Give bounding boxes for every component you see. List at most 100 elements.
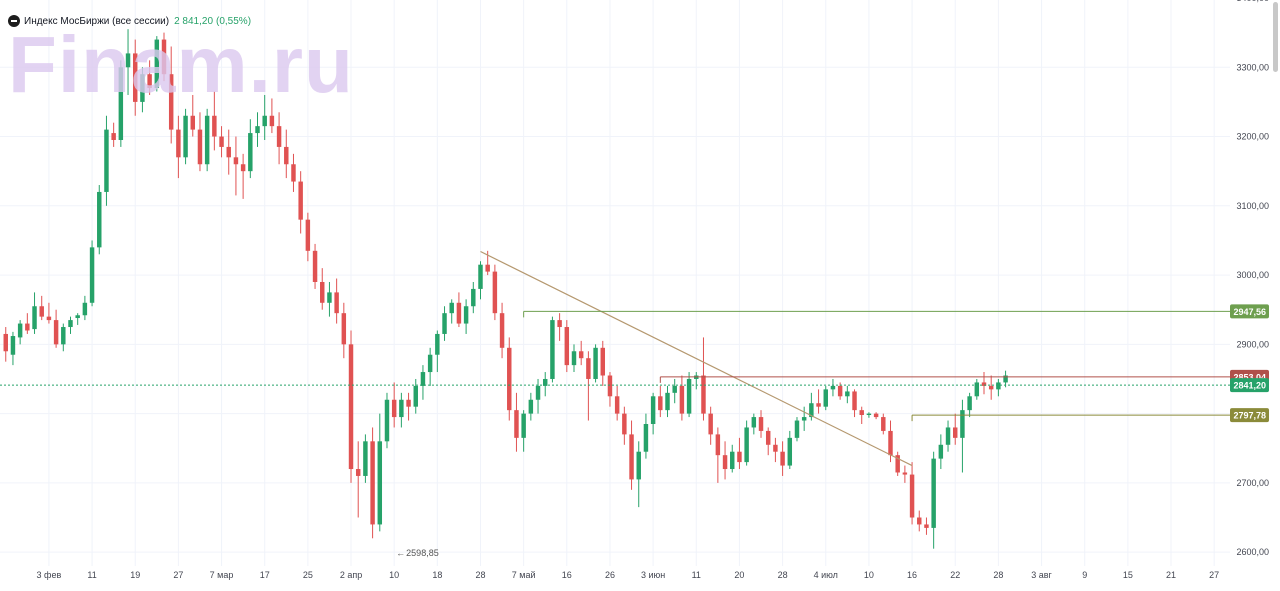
candle <box>456 292 462 328</box>
candle <box>97 185 102 255</box>
candle-body <box>996 382 1001 390</box>
candle-body <box>204 115 210 165</box>
candle <box>176 115 181 179</box>
candle <box>557 313 562 341</box>
candle <box>154 36 160 92</box>
candle <box>578 340 584 366</box>
candle-body <box>391 399 397 418</box>
candle-body <box>952 427 958 438</box>
candle <box>17 320 23 345</box>
candle <box>32 292 37 334</box>
time-axis[interactable]: 3 фев 11 19 27 7 мар 17 25 2 апр 10 18 28 7 май 16 26… <box>0 566 1230 586</box>
candle-body <box>161 39 167 75</box>
candle-body <box>564 327 570 366</box>
candle-body <box>751 417 757 428</box>
candle-body <box>39 306 44 317</box>
candle <box>686 372 692 418</box>
candle <box>269 98 275 134</box>
candle-body <box>111 133 116 140</box>
price-level-badge <box>1230 378 1269 393</box>
candle-body <box>521 413 526 438</box>
candle-body <box>895 455 900 473</box>
candle <box>715 427 721 483</box>
candle-body <box>291 164 296 182</box>
time-tick-label: 15 <box>1123 570 1133 580</box>
candle-body <box>478 264 483 289</box>
time-tick-label: 25 <box>303 570 313 580</box>
candle <box>305 212 311 262</box>
candle-body <box>622 413 627 435</box>
candle <box>694 372 699 390</box>
candle-body <box>571 351 577 366</box>
candle-body <box>61 327 66 345</box>
candle <box>492 264 498 321</box>
candle-body <box>384 399 390 442</box>
time-tick-label: 4 июл <box>814 570 838 580</box>
legend: Индекс МосБиржи (все сессии) 2 841,20 (0… <box>8 13 251 29</box>
candle-body <box>643 424 649 452</box>
candle <box>881 413 886 435</box>
candle-body <box>924 524 929 528</box>
candle-body <box>614 396 620 414</box>
candle-body <box>528 399 534 414</box>
time-tick-label: 3 авг <box>1031 570 1052 580</box>
candle <box>39 295 44 321</box>
candle-body <box>442 313 447 334</box>
time-tick-label: 11 <box>87 570 96 580</box>
candle <box>463 299 469 334</box>
candle <box>917 510 922 532</box>
candle-body <box>269 115 275 127</box>
candle-body <box>708 413 713 435</box>
candle-body <box>499 313 505 348</box>
candle <box>600 340 606 386</box>
candle <box>61 323 66 352</box>
time-tick-label: 3 фев <box>37 570 62 580</box>
candle <box>550 316 555 383</box>
candle-body <box>801 417 807 421</box>
candle <box>650 392 656 435</box>
price-axis[interactable]: 2600,002700,002800,002900,003000,003100,… <box>1230 0 1280 566</box>
candle <box>535 378 541 414</box>
candle <box>399 392 404 428</box>
candle-body <box>542 378 548 386</box>
candle <box>276 112 282 165</box>
candle <box>967 392 972 418</box>
candle <box>449 299 454 324</box>
instrument-name[interactable]: Индекс МосБиржи (все сессии) <box>24 15 170 27</box>
candle-body <box>348 344 354 470</box>
candle-body <box>456 302 462 324</box>
candle <box>334 278 339 324</box>
chart-area[interactable]: ← 2598,85 <box>0 0 1230 566</box>
candle-body <box>147 74 152 89</box>
scrollbar[interactable] <box>1273 2 1278 72</box>
candle <box>902 465 908 483</box>
candle-body <box>248 133 253 172</box>
time-tick-label: 7 мар <box>210 570 234 580</box>
candle-body <box>212 115 217 137</box>
candle <box>219 126 224 158</box>
candle <box>722 441 728 480</box>
candle <box>521 410 526 452</box>
candle-body <box>859 410 864 415</box>
candle <box>348 330 354 483</box>
candlestick-chart[interactable]: ← 2598,85 <box>0 0 1230 566</box>
candle <box>420 365 426 400</box>
candle <box>830 378 836 397</box>
candle <box>3 327 8 362</box>
candle-body <box>276 126 282 147</box>
candle-body <box>197 129 203 165</box>
candle <box>478 261 483 300</box>
candle <box>499 302 505 359</box>
candle-body <box>82 302 88 316</box>
candle <box>132 39 138 116</box>
candle <box>571 344 577 373</box>
candle-body <box>665 392 670 411</box>
candle-body <box>255 126 260 134</box>
candle-body <box>46 316 52 321</box>
candle <box>312 243 318 289</box>
candle-body <box>377 441 383 525</box>
candle <box>960 399 965 473</box>
candle <box>298 171 303 234</box>
time-tick-label: 10 <box>864 570 874 580</box>
candle <box>327 282 332 317</box>
